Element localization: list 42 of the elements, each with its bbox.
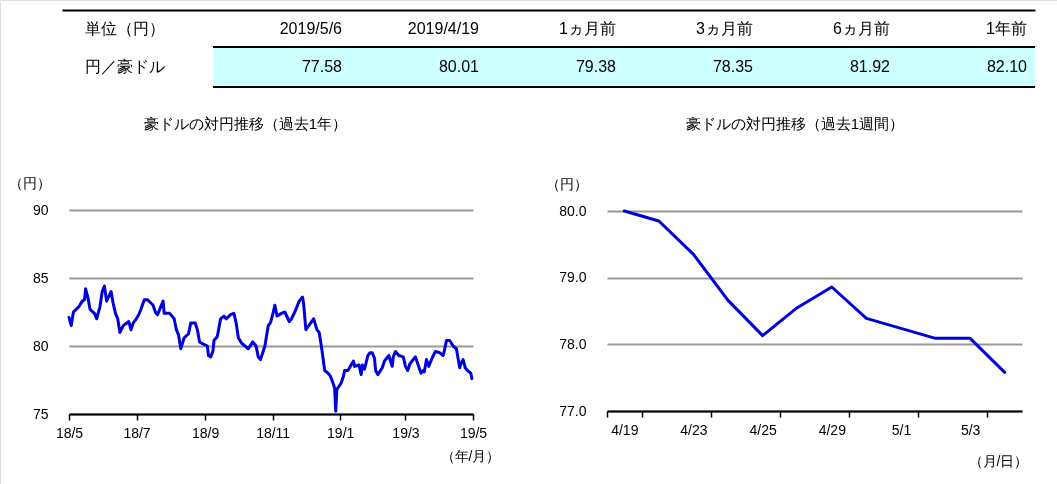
x-tick-label: 4/29 — [818, 421, 847, 438]
y-tick-label: 90 — [32, 201, 49, 218]
data-label: 78.35 — [712, 58, 754, 75]
data-label: 82.10 — [986, 58, 1028, 75]
y-tick-label: 80.0 — [559, 202, 587, 219]
x-axis-title: （月/日） — [968, 452, 1029, 469]
data-label: 79.38 — [575, 58, 617, 75]
y-tick-label: 79.0 — [559, 269, 587, 286]
x-tick-label: 1年前 — [986, 20, 1027, 37]
data-label: 81.92 — [849, 58, 891, 75]
x-tick-label: 3ヵ月前 — [696, 20, 753, 37]
x-tick-label: 6ヵ月前 — [833, 20, 890, 37]
x-tick-label: 19/1 — [327, 424, 355, 441]
x-tick-label: 5/1 — [891, 421, 912, 438]
x-tick-label: 18/5 — [55, 424, 84, 441]
y-tick-label: 75 — [32, 405, 49, 422]
x-axis-title: （年/月） — [440, 447, 501, 464]
y-tick-label: 77.0 — [559, 402, 587, 419]
y-axis-title: （円） — [8, 174, 51, 191]
x-tick-label: 2019/4/19 — [407, 20, 480, 37]
x-tick-label: 4/25 — [749, 421, 777, 438]
line-series — [622, 209, 1007, 374]
x-tick-label: 4/19 — [611, 421, 639, 438]
x-tick-label: 2019/5/6 — [279, 20, 343, 37]
x-tick-label: 5/3 — [960, 421, 981, 438]
chart-title: 豪ドルの対円推移（過去1年） — [143, 115, 348, 132]
y-tick-label: 78.0 — [559, 335, 587, 352]
y-axis-title: 単位（円） — [84, 20, 165, 37]
y-axis-title: （円） — [545, 175, 588, 192]
x-tick-label: 19/3 — [392, 424, 420, 441]
x-tick-label: 18/11 — [256, 424, 291, 441]
x-tick-label: 18/9 — [192, 424, 220, 441]
y-tick-label: 85 — [32, 269, 49, 286]
y-tick-label: 80 — [32, 337, 49, 354]
data-label: 80.01 — [438, 58, 480, 75]
x-tick-label: 19/5 — [459, 424, 488, 441]
x-tick-label: 1ヵ月前 — [559, 20, 616, 37]
y-tick-label: 円／豪ドル — [84, 58, 165, 75]
x-tick-label: 18/7 — [123, 424, 151, 441]
chart-title: 豪ドルの対円推移（過去1週間） — [685, 115, 905, 132]
x-tick-label: 4/23 — [680, 421, 708, 438]
data-label: 77.58 — [301, 58, 343, 75]
